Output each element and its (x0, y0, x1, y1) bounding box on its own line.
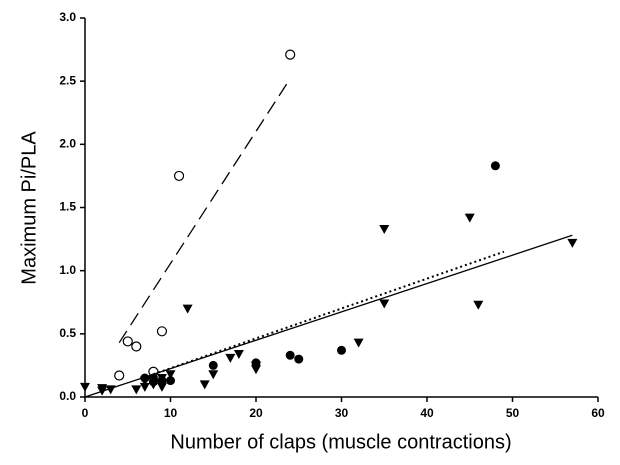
point (97, 384, 108, 394)
point (199, 380, 210, 390)
point (165, 370, 176, 380)
y-tick-label: 1.5 (59, 200, 76, 214)
x-tick-label: 40 (420, 406, 434, 420)
y-tick-label: 0.5 (59, 326, 76, 340)
y-tick-label: 0.0 (59, 389, 76, 403)
x-tick-label: 60 (591, 406, 605, 420)
point (122, 336, 133, 347)
point (490, 161, 500, 171)
point (139, 382, 150, 392)
point (379, 224, 390, 234)
point (251, 361, 261, 371)
point (173, 170, 185, 182)
point (208, 360, 218, 370)
x-tick-label: 30 (335, 406, 349, 420)
point (285, 49, 296, 60)
point (114, 370, 125, 381)
point (567, 238, 578, 248)
x-axis-title: Number of claps (muscle contractions) (170, 431, 511, 453)
point (285, 350, 295, 360)
point (156, 382, 167, 392)
y-tick-label: 3.0 (59, 10, 76, 24)
point (294, 354, 304, 364)
point (208, 370, 219, 380)
y-axis-title: Maximum Pi/PLA (18, 131, 40, 285)
point (337, 345, 346, 355)
x-tick-label: 50 (506, 406, 520, 420)
point (182, 304, 193, 314)
point (379, 299, 390, 309)
point (156, 326, 168, 337)
point (473, 300, 484, 310)
fit-line (118, 78, 291, 344)
y-tick-label: 1.0 (59, 263, 76, 277)
point (233, 350, 244, 360)
point (80, 382, 90, 392)
fit-line (153, 250, 505, 376)
x-tick-label: 10 (164, 406, 178, 420)
point (225, 353, 236, 363)
point (166, 376, 175, 386)
point (139, 376, 150, 386)
point (464, 213, 475, 223)
point (131, 341, 142, 352)
point (148, 380, 159, 390)
y-tick-label: 2.0 (59, 137, 76, 151)
point (131, 385, 142, 395)
x-tick-label: 0 (82, 406, 89, 420)
y-tick-label: 2.5 (59, 73, 76, 87)
fit-line (84, 234, 573, 398)
point (156, 374, 167, 384)
point (353, 338, 364, 348)
x-tick-label: 20 (249, 406, 263, 420)
